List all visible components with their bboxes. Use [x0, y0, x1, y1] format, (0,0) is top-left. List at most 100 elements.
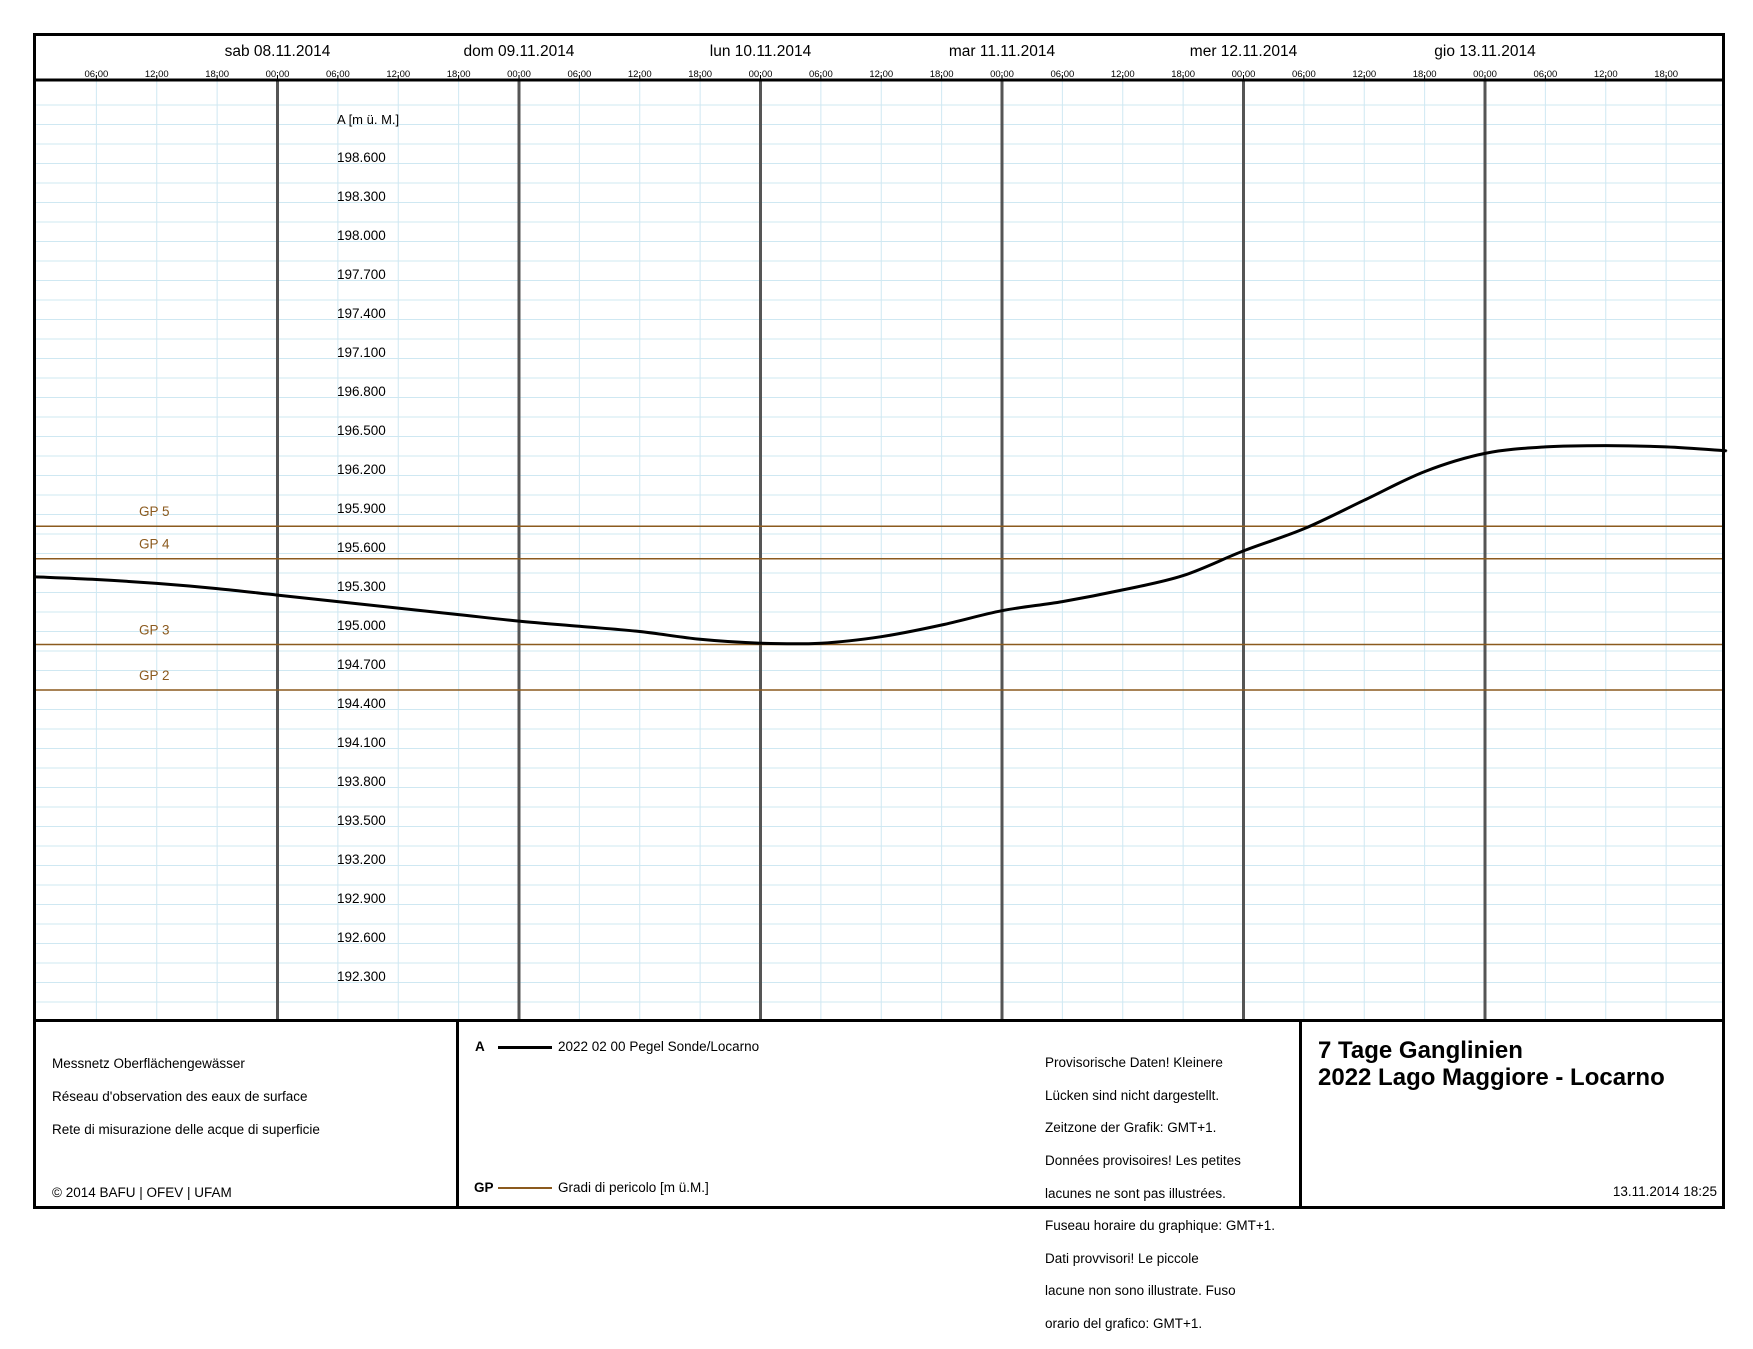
series-point: [578, 625, 581, 628]
hour-tick-label: 18:00: [688, 69, 712, 80]
note-line: lacune non sono illustrate. Fuso: [1045, 1283, 1236, 1299]
hour-tick-label: 00:00: [1232, 69, 1256, 80]
note-line: orario del grafico: GMT+1.: [1045, 1316, 1203, 1332]
provisional-note: Provisorische Daten! Kleinere Lücken sin…: [1045, 1039, 1275, 1349]
series-point: [1061, 600, 1064, 603]
legend-gp-label: Gradi di pericolo [m ü.M.]: [558, 1180, 709, 1195]
series-point: [940, 624, 943, 626]
y-tick-label: 197.400: [337, 306, 386, 321]
time-header: 06:00 12:00 18:00 00:00 06:00 12:00 18:00 00:00…: [36, 43, 1722, 82]
y-tick-label: 198.000: [337, 228, 386, 243]
hour-tick-label: 00:00: [990, 69, 1014, 80]
series-point: [95, 578, 98, 581]
hour-tick-label: 12:00: [869, 69, 893, 80]
copyright: © 2014 BAFU | OFEV | UFAM: [52, 1185, 232, 1200]
series-point: [155, 582, 158, 585]
hour-tick-label: 06:00: [326, 69, 350, 80]
danger-level-label: GP 4: [139, 537, 170, 552]
y-axis-label: A [m ü. M.]: [337, 112, 399, 127]
series-layer: [35, 444, 1728, 646]
hour-tick-label: 06:00: [1533, 69, 1557, 80]
hydrograph-chart: GP 5 GP 4 GP 3 GP 2 A [m ü. M.] 198.600 198.3…: [35, 43, 1728, 1019]
y-tick-label: 194.400: [337, 696, 386, 711]
network-line-fr: Réseau d'observation des eaux de surface: [52, 1088, 308, 1104]
hour-tick-label: 18:00: [1413, 69, 1437, 80]
legend-a-symbol: A: [475, 1039, 485, 1054]
y-tick-label: 193.500: [337, 813, 386, 828]
footer-frame: [33, 1019, 1725, 1209]
series-point: [1484, 452, 1486, 455]
series-point: [1001, 609, 1003, 612]
footer-divider-2: [1299, 1019, 1302, 1209]
series-point: [337, 600, 339, 603]
series-point: [1121, 589, 1124, 591]
day-label: dom 09.11.2014: [464, 43, 575, 60]
series-point: [1182, 574, 1184, 577]
danger-level-label: GP 5: [139, 504, 170, 519]
day-label: lun 10.11.2014: [710, 43, 812, 60]
series-point: [276, 594, 279, 596]
axis-text-layer: A [m ü. M.] 198.600 198.300 198.000 197.700 1…: [337, 112, 399, 984]
danger-level-layer: GP 5 GP 4 GP 3 GP 2: [36, 504, 1722, 691]
legend-a-label: 2022 02 00 Pegel Sonde/Locarno: [558, 1039, 760, 1054]
hour-tick-label: 00:00: [266, 69, 290, 80]
day-label: gio 13.11.2014: [1434, 43, 1536, 60]
hour-tick-label: 12:00: [628, 69, 652, 80]
note-line: Données provisoires! Les petites: [1045, 1153, 1241, 1169]
timestamp: 13.11.2014 18:25: [1612, 1184, 1717, 1199]
series-point: [216, 587, 218, 590]
series-point: [1303, 528, 1305, 530]
hour-tick-label: 06:00: [809, 69, 833, 80]
hour-tick-label: 00:00: [507, 69, 531, 80]
hour-tick-label: 12:00: [1111, 69, 1135, 80]
y-tick-label: 195.300: [337, 579, 386, 594]
note-line: Lücken sind nicht dargestellt.: [1045, 1087, 1220, 1103]
network-line-it: Rete di misurazione delle acque di super…: [52, 1121, 320, 1137]
note-line: Dati provvisori! Le piccole: [1045, 1250, 1199, 1266]
series-point: [457, 613, 460, 616]
chart-title-line-1: 7 Tage Ganglinien: [1318, 1037, 1523, 1064]
legend-a-line: [498, 1046, 552, 1049]
y-tick-label: 197.700: [337, 267, 386, 282]
hour-tick-label: 12:00: [145, 69, 169, 80]
danger-level-label: GP 2: [139, 668, 170, 683]
hour-tick-label: 00:00: [749, 69, 773, 80]
footer-divider-1: [456, 1019, 459, 1209]
note-line: Provisorische Daten! Kleinere: [1045, 1055, 1223, 1071]
hour-tick-label: 06:00: [1050, 69, 1074, 80]
series-point: [820, 642, 822, 644]
series-point: [699, 638, 701, 641]
chart-title-line-2: 2022 Lago Maggiore - Locarno: [1318, 1064, 1665, 1091]
y-tick-label: 192.300: [337, 969, 386, 984]
series-point: [1665, 446, 1667, 448]
hour-tick-label: 18:00: [930, 69, 954, 80]
series-line: [35, 444, 1727, 646]
day-label: mer 12.11.2014: [1190, 43, 1298, 60]
y-tick-label: 198.600: [337, 150, 386, 165]
y-tick-label: 196.500: [337, 423, 386, 438]
y-tick-label: 193.200: [337, 852, 386, 867]
hour-tick-label: 18:00: [1171, 69, 1195, 80]
y-tick-label: 198.300: [337, 189, 386, 204]
hour-tick-label: 12:00: [1352, 69, 1376, 80]
series-point: [1242, 550, 1245, 552]
y-tick-label: 195.900: [337, 501, 386, 516]
chart-frame: [33, 33, 1725, 1022]
series-point: [1725, 450, 1728, 452]
series-point: [759, 642, 762, 644]
network-line-de: Messnetz Oberflächengewässer: [52, 1055, 245, 1071]
note-line: lacunes ne sont pas illustrées.: [1045, 1185, 1226, 1201]
hour-tick-label: 06:00: [84, 69, 108, 80]
y-tick-label: 192.600: [337, 930, 386, 945]
y-tick-label: 197.100: [337, 345, 386, 360]
day-label: mar 11.11.2014: [949, 43, 1056, 60]
y-tick-label: 195.000: [337, 618, 386, 633]
y-tick-label: 196.200: [337, 462, 386, 477]
hour-tick-label: 06:00: [567, 69, 591, 80]
legend-gp-line: [498, 1187, 552, 1189]
hour-tick-label: 18:00: [447, 69, 471, 80]
hour-tick-label: 12:00: [1594, 69, 1618, 80]
hour-tick-label: 18:00: [205, 69, 229, 80]
series-point: [397, 607, 400, 609]
danger-level-label: GP 3: [139, 623, 170, 638]
